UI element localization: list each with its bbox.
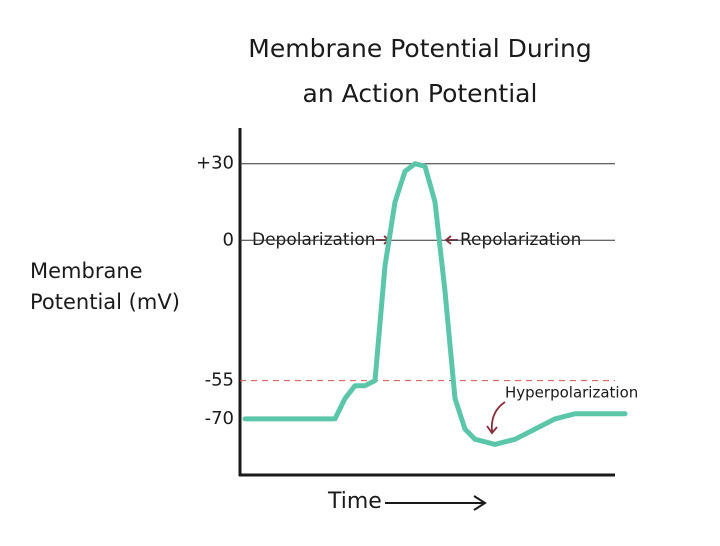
y-axis-label: Membrane — [30, 259, 143, 283]
y-tick-label: -55 — [205, 370, 234, 391]
y-tick-label: -70 — [205, 408, 234, 429]
chart-title: Membrane Potential During — [248, 34, 591, 63]
axes — [238, 128, 615, 477]
x-axis-label: Time — [327, 489, 382, 514]
y-tick-label: 0 — [223, 229, 234, 250]
line — [242, 161, 628, 447]
y-tick-label: +30 — [196, 153, 234, 174]
annotation: Hyperpolarization — [505, 384, 638, 402]
chart-title: an Action Potential — [303, 79, 538, 108]
y-axis-label: Potential (mV) — [30, 290, 180, 314]
x-axis-arrow — [385, 495, 487, 511]
